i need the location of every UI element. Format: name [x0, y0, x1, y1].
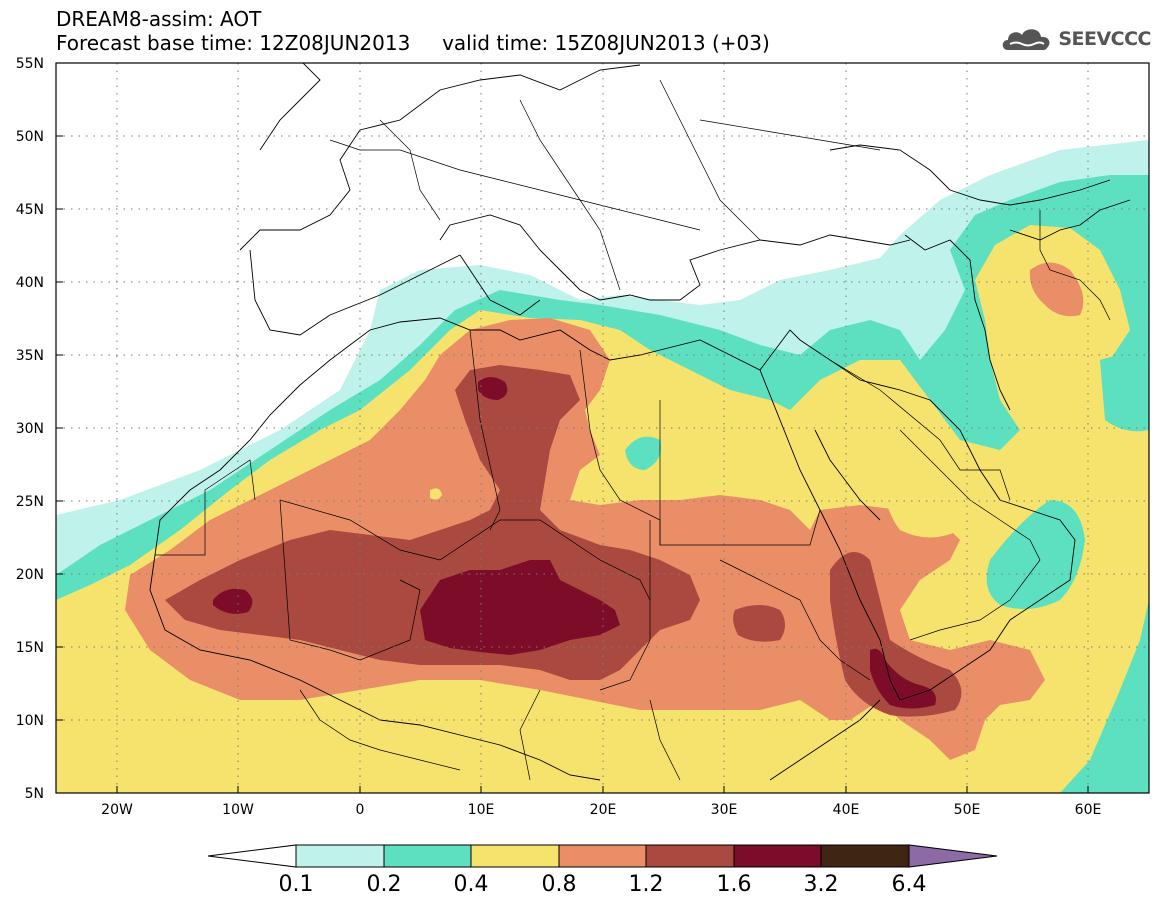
lat-label-50n: 50N — [16, 129, 44, 145]
seevccc-logo: SEEVCCC — [1000, 24, 1151, 54]
aot-patch-brown-caspian — [1029, 262, 1084, 317]
aot-patch-darkred-mali — [213, 588, 253, 614]
lon-label-60e: 60E — [1075, 802, 1102, 818]
lat-label-15n: 15N — [16, 640, 44, 656]
colorbar-bin-1.6 — [733, 844, 822, 868]
lat-label-35n: 35N — [16, 348, 44, 364]
aot-patch-teal-oman — [986, 500, 1085, 609]
map-title: DREAM8-assim: AOT — [56, 7, 262, 31]
forecast-time-line: Forecast base time: 12Z08JUN2013 valid t… — [56, 31, 770, 55]
lat-label-25n: 25N — [16, 494, 44, 510]
lon-label-40e: 40E — [833, 802, 860, 818]
colorbar-label: 1.2 — [629, 872, 664, 897]
colorbar-label: 6.4 — [892, 872, 927, 897]
tick-marks — [56, 135, 1089, 793]
colorbar-bin-0.8 — [558, 844, 647, 868]
lon-label-20w: 20W — [101, 802, 133, 818]
aot-patch-teal-libya — [625, 436, 661, 470]
aot-patch-yellow — [880, 447, 970, 538]
aot-patch-brown-sudan — [733, 605, 785, 642]
lon-label-20e: 20E — [590, 802, 617, 818]
aot-patch-teal-caspian — [1100, 355, 1149, 432]
cloud-icon — [1003, 29, 1050, 50]
colorbar-bin-1.2 — [645, 844, 735, 868]
colorbar — [207, 844, 998, 868]
colorbar-over-triangle — [908, 844, 998, 868]
graticule — [56, 63, 1149, 793]
aot-field — [56, 63, 1149, 793]
colorbar-label: 3.2 — [804, 872, 839, 897]
colorbar-labels: 0.1 0.2 0.4 0.8 1.2 1.6 3.2 6.4 — [279, 872, 927, 897]
lat-labels: 55N 50N 45N 40N 35N 30N 25N 20N 15N 10N … — [16, 56, 44, 802]
lat-label-40n: 40N — [16, 275, 44, 291]
borders — [155, 79, 1111, 781]
lat-label-55n: 55N — [16, 56, 44, 72]
colorbar-label: 0.4 — [454, 872, 489, 897]
lat-label-30n: 30N — [16, 421, 44, 437]
colorbar-label: 1.6 — [717, 872, 752, 897]
lon-label-10w: 10W — [222, 802, 254, 818]
lon-label-30e: 30E — [711, 802, 738, 818]
lat-label-45n: 45N — [16, 202, 44, 218]
lon-label-50e: 50E — [954, 802, 981, 818]
aot-patch-yellow-west — [430, 488, 442, 500]
colorbar-label: 0.8 — [542, 872, 577, 897]
brand-text: SEEVCCC — [1058, 28, 1151, 50]
colorbar-bin-0.2 — [383, 844, 472, 868]
lat-label-10n: 10N — [16, 713, 44, 729]
aot-patch-darkred-tunisia — [478, 377, 508, 400]
colorbar-bin-3.2 — [820, 844, 910, 868]
colorbar-under-triangle — [207, 844, 297, 868]
lon-label-10e: 10E — [468, 802, 495, 818]
lat-label-5n: 5N — [25, 786, 44, 802]
colorbar-label: 0.2 — [367, 872, 402, 897]
colorbar-label: 0.1 — [279, 872, 314, 897]
coastlines — [149, 63, 1131, 781]
lon-label-0: 0 — [356, 802, 365, 818]
aot-contour-1.6 — [420, 560, 620, 655]
lat-label-20n: 20N — [16, 567, 44, 583]
lon-labels: 20W 10W 0 10E 20E 30E 40E 50E 60E — [101, 802, 1101, 818]
colorbar-bin-0.1 — [295, 844, 385, 868]
colorbar-bin-0.4 — [470, 844, 560, 868]
